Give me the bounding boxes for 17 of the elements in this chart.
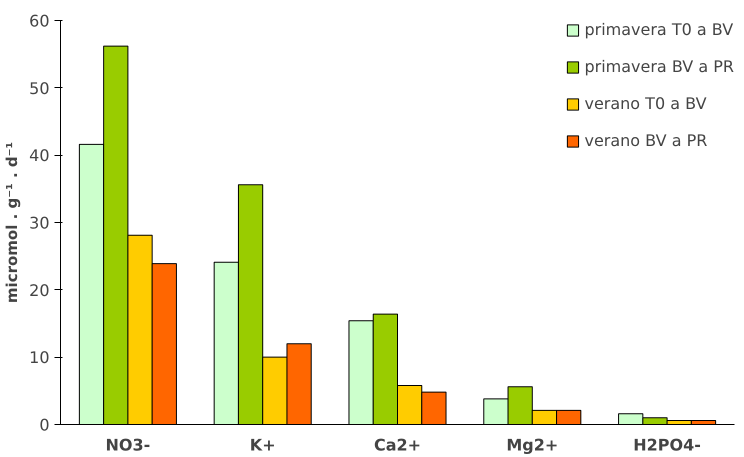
y-axis-title: micromol . g⁻¹ . d⁻¹ <box>3 142 22 304</box>
y-tick-label: 50 <box>29 78 50 98</box>
y-tick-label: 40 <box>29 146 50 166</box>
y-tick-label: 60 <box>29 12 50 30</box>
x-tick-label: K+ <box>250 436 276 454</box>
x-tick-label: H2PO4- <box>633 436 701 454</box>
x-tick-label: Mg2+ <box>506 436 558 454</box>
x-tick-label: NO3- <box>106 436 150 454</box>
legend-label: verano T0 a BV <box>584 94 707 113</box>
legend-label: primavera BV a PR <box>584 57 734 76</box>
legend-label: primavera T0 a BV <box>584 20 734 39</box>
y-tick-label: 0 <box>39 416 50 434</box>
x-tick-label: Ca2+ <box>374 436 422 454</box>
y-tick-label: 30 <box>29 214 50 232</box>
y-tick-label: 10 <box>29 348 50 368</box>
y-tick-label: 20 <box>29 280 50 300</box>
legend-label: verano BV a PR <box>584 131 708 150</box>
